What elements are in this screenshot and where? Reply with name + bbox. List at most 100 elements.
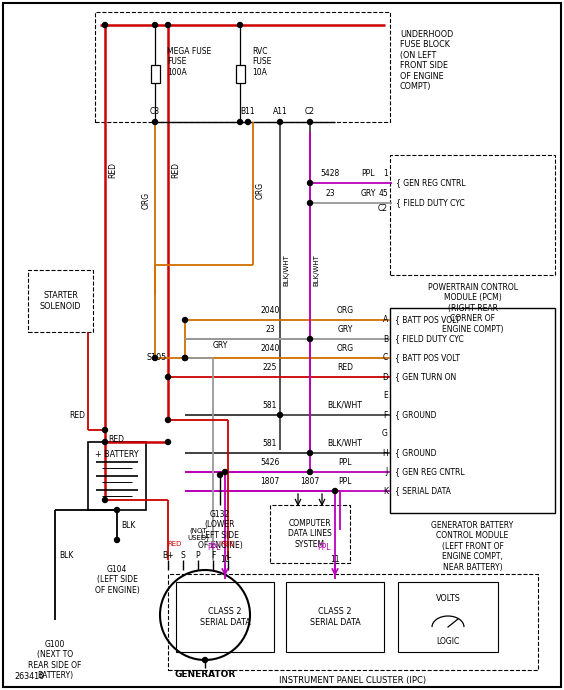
- Text: 2040: 2040: [261, 306, 280, 315]
- Circle shape: [165, 375, 170, 380]
- Text: RED: RED: [171, 162, 180, 178]
- Circle shape: [165, 440, 170, 444]
- Text: J: J: [386, 468, 388, 477]
- Text: RED: RED: [168, 541, 182, 547]
- Text: 581: 581: [263, 401, 277, 410]
- Text: RED: RED: [108, 435, 124, 444]
- Text: A: A: [383, 315, 388, 324]
- Text: RED: RED: [337, 363, 353, 372]
- Text: CLASS 2
SERIAL DATA: CLASS 2 SERIAL DATA: [200, 607, 250, 627]
- Text: BLK: BLK: [59, 551, 73, 560]
- Bar: [270, 505, 350, 563]
- Text: C8: C8: [150, 107, 160, 116]
- Text: PPL: PPL: [318, 542, 331, 551]
- Circle shape: [165, 23, 170, 28]
- Text: { FIELD DUTY CYC: { FIELD DUTY CYC: [396, 199, 465, 208]
- Text: PPL: PPL: [338, 458, 352, 467]
- Text: H: H: [382, 448, 388, 457]
- Text: K: K: [383, 486, 388, 495]
- Text: { GEN TURN ON: { GEN TURN ON: [395, 373, 456, 382]
- Bar: [95, 12, 390, 122]
- Circle shape: [183, 317, 187, 322]
- Bar: [236, 64, 245, 83]
- Text: B+: B+: [162, 551, 174, 560]
- Text: GRY: GRY: [212, 341, 228, 350]
- Bar: [286, 582, 384, 652]
- Circle shape: [307, 469, 312, 475]
- Text: CLASS 2
SERIAL DATA: CLASS 2 SERIAL DATA: [310, 607, 360, 627]
- Text: { BATT POS VOLT: { BATT POS VOLT: [395, 353, 460, 362]
- Text: L: L: [226, 551, 230, 560]
- Text: BLK/WHT: BLK/WHT: [328, 401, 363, 410]
- Text: BLK/WHT: BLK/WHT: [283, 254, 289, 286]
- Bar: [390, 308, 555, 513]
- Circle shape: [277, 119, 283, 124]
- Text: { GEN REG CNTRL: { GEN REG CNTRL: [395, 468, 465, 477]
- Text: G132
(LOWER
LEFT SIDE
OF ENGINE): G132 (LOWER LEFT SIDE OF ENGINE): [197, 510, 243, 550]
- Circle shape: [103, 23, 108, 28]
- Text: { GEN REG CNTRL: { GEN REG CNTRL: [396, 179, 466, 188]
- Text: LOGIC: LOGIC: [437, 637, 460, 646]
- Text: POWERTRAIN CONTROL
MODULE (PCM)
(RIGHT REAR
CORNER OF
ENGINE COMPT): POWERTRAIN CONTROL MODULE (PCM) (RIGHT R…: [428, 283, 518, 333]
- Circle shape: [165, 417, 170, 422]
- Text: STARTER
SOLENOID: STARTER SOLENOID: [39, 291, 81, 310]
- Text: RED: RED: [108, 162, 117, 178]
- Text: MEGA FUSE
FUSE
100A: MEGA FUSE FUSE 100A: [167, 47, 212, 77]
- Text: 23: 23: [265, 325, 275, 334]
- Text: 23: 23: [325, 189, 335, 198]
- Circle shape: [223, 469, 227, 475]
- Bar: [176, 582, 274, 652]
- Text: 45: 45: [378, 189, 388, 198]
- Text: 5426: 5426: [261, 458, 280, 467]
- Circle shape: [183, 355, 187, 360]
- Text: { SERIAL DATA: { SERIAL DATA: [395, 486, 451, 495]
- Circle shape: [103, 428, 108, 433]
- Text: ORG: ORG: [337, 306, 354, 315]
- Text: RVC
FUSE
10A: RVC FUSE 10A: [252, 47, 271, 77]
- Text: F: F: [384, 411, 388, 420]
- Text: { GROUND: { GROUND: [395, 411, 437, 420]
- Text: RED: RED: [221, 541, 235, 547]
- Text: GENERATOR BATTERY
CONTROL MODULE
(LEFT FRONT OF
ENGINE COMPT,
NEAR BATTERY): GENERATOR BATTERY CONTROL MODULE (LEFT F…: [431, 521, 514, 571]
- Circle shape: [307, 181, 312, 186]
- Text: GRY: GRY: [337, 325, 352, 334]
- Text: { GROUND: { GROUND: [395, 448, 437, 457]
- Text: E: E: [384, 391, 388, 400]
- Text: C2: C2: [305, 107, 315, 116]
- Text: { FIELD DUTY CYC: { FIELD DUTY CYC: [395, 335, 464, 344]
- Text: 10: 10: [220, 555, 230, 564]
- Circle shape: [218, 473, 223, 477]
- Text: BLK/WHT: BLK/WHT: [328, 439, 363, 448]
- Text: GRY: GRY: [206, 541, 220, 547]
- Circle shape: [307, 451, 312, 455]
- Text: ORG: ORG: [337, 344, 354, 353]
- Circle shape: [333, 489, 337, 493]
- Circle shape: [183, 355, 187, 360]
- Circle shape: [114, 508, 120, 513]
- Text: BLK/WHT: BLK/WHT: [313, 254, 319, 286]
- Bar: [390, 155, 555, 275]
- Circle shape: [237, 23, 243, 28]
- Bar: [151, 64, 160, 83]
- Bar: [398, 582, 498, 652]
- Circle shape: [237, 119, 243, 124]
- Text: G104
(LEFT SIDE
OF ENGINE): G104 (LEFT SIDE OF ENGINE): [95, 565, 139, 595]
- Text: A11: A11: [272, 107, 288, 116]
- Circle shape: [307, 119, 312, 124]
- Text: B: B: [383, 335, 388, 344]
- Bar: [88, 442, 146, 510]
- Circle shape: [152, 23, 157, 28]
- Text: VOLTS: VOLTS: [435, 594, 460, 603]
- Text: P: P: [196, 551, 200, 560]
- Text: S: S: [180, 551, 186, 560]
- Text: 263410: 263410: [14, 672, 44, 681]
- Text: 581: 581: [263, 439, 277, 448]
- Text: D: D: [382, 373, 388, 382]
- Text: B11: B11: [241, 107, 255, 116]
- Text: 1807: 1807: [301, 477, 320, 486]
- Text: ORG: ORG: [142, 191, 151, 208]
- Circle shape: [307, 337, 312, 342]
- Text: F: F: [211, 551, 215, 560]
- Text: BLK: BLK: [121, 520, 135, 529]
- Text: RED: RED: [69, 411, 85, 420]
